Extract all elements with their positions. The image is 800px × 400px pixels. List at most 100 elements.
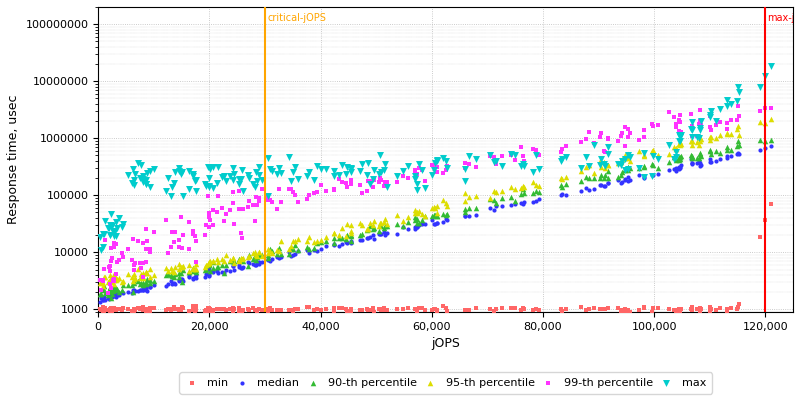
- 95-th percentile: [363, 220, 376, 226]
- 90-th percentile: [102, 289, 115, 296]
- min: [638, 304, 650, 310]
- 95-th percentile: [361, 225, 374, 232]
- 95-th percentile: [175, 264, 188, 270]
- max: [410, 181, 423, 188]
- 95-th percentile: [615, 159, 628, 166]
- 95-th percentile: [594, 164, 607, 170]
- min: [615, 306, 628, 313]
- 95-th percentile: [168, 264, 181, 271]
- 90-th percentile: [135, 280, 148, 286]
- median: [470, 212, 482, 218]
- 99-th percentile: [602, 134, 614, 141]
- median: [526, 199, 539, 206]
- 95-th percentile: [246, 250, 259, 256]
- median: [652, 171, 665, 177]
- max: [256, 177, 269, 184]
- 99-th percentile: [646, 123, 659, 129]
- max: [396, 168, 409, 174]
- 99-th percentile: [95, 286, 108, 293]
- max: [340, 164, 353, 170]
- max: [458, 178, 471, 184]
- median: [103, 292, 116, 298]
- 99-th percentile: [378, 179, 391, 185]
- median: [579, 185, 592, 191]
- min: [108, 305, 121, 311]
- 99-th percentile: [167, 238, 180, 245]
- 99-th percentile: [517, 153, 530, 159]
- max: [288, 164, 301, 170]
- 90-th percentile: [622, 164, 634, 170]
- 90-th percentile: [598, 172, 611, 178]
- 90-th percentile: [674, 155, 686, 162]
- 90-th percentile: [215, 262, 228, 268]
- max: [164, 192, 177, 199]
- max: [441, 164, 454, 171]
- max: [554, 158, 567, 165]
- 99-th percentile: [182, 245, 195, 252]
- 99-th percentile: [273, 186, 286, 192]
- median: [514, 200, 527, 207]
- 99-th percentile: [110, 241, 122, 248]
- min: [674, 306, 686, 312]
- 99-th percentile: [410, 171, 423, 177]
- 99-th percentile: [173, 236, 186, 243]
- median: [686, 160, 698, 166]
- 95-th percentile: [266, 250, 278, 256]
- 95-th percentile: [96, 280, 109, 286]
- 90-th percentile: [344, 237, 357, 244]
- 99-th percentile: [282, 186, 295, 192]
- 95-th percentile: [574, 168, 587, 174]
- max: [598, 160, 610, 167]
- 95-th percentile: [685, 138, 698, 144]
- min: [622, 308, 634, 314]
- median: [487, 207, 500, 213]
- median: [273, 255, 286, 261]
- 99-th percentile: [110, 258, 123, 265]
- max: [110, 225, 123, 231]
- 95-th percentile: [144, 274, 157, 280]
- 99-th percentile: [162, 250, 174, 256]
- 90-th percentile: [372, 228, 385, 234]
- 90-th percentile: [430, 213, 443, 219]
- median: [202, 273, 215, 280]
- max: [440, 158, 453, 164]
- max: [128, 177, 141, 183]
- min: [319, 306, 332, 312]
- median: [458, 213, 471, 219]
- max: [646, 172, 658, 179]
- 95-th percentile: [139, 268, 152, 275]
- 90-th percentile: [96, 285, 109, 291]
- 90-th percentile: [332, 235, 345, 241]
- min: [732, 304, 745, 310]
- 95-th percentile: [732, 123, 745, 129]
- max: [126, 165, 139, 172]
- 90-th percentile: [686, 153, 698, 159]
- median: [202, 270, 214, 277]
- 99-th percentile: [372, 179, 385, 186]
- max: [694, 126, 706, 133]
- 99-th percentile: [128, 262, 141, 268]
- median: [285, 253, 298, 259]
- median: [137, 284, 150, 290]
- min: [263, 305, 276, 311]
- 99-th percentile: [242, 204, 254, 210]
- median: [560, 192, 573, 199]
- 95-th percentile: [137, 275, 150, 281]
- 95-th percentile: [286, 238, 299, 244]
- min: [108, 307, 121, 313]
- 90-th percentile: [302, 246, 315, 252]
- max: [98, 231, 110, 237]
- min: [646, 308, 658, 315]
- max: [246, 181, 259, 188]
- 95-th percentile: [560, 174, 573, 180]
- 90-th percentile: [694, 151, 706, 157]
- min: [720, 308, 733, 314]
- 90-th percentile: [233, 256, 246, 263]
- 90-th percentile: [188, 266, 201, 273]
- median: [344, 238, 357, 244]
- min: [224, 306, 237, 312]
- 90-th percentile: [462, 205, 475, 211]
- max: [115, 224, 128, 230]
- median: [396, 224, 409, 230]
- median: [233, 262, 246, 268]
